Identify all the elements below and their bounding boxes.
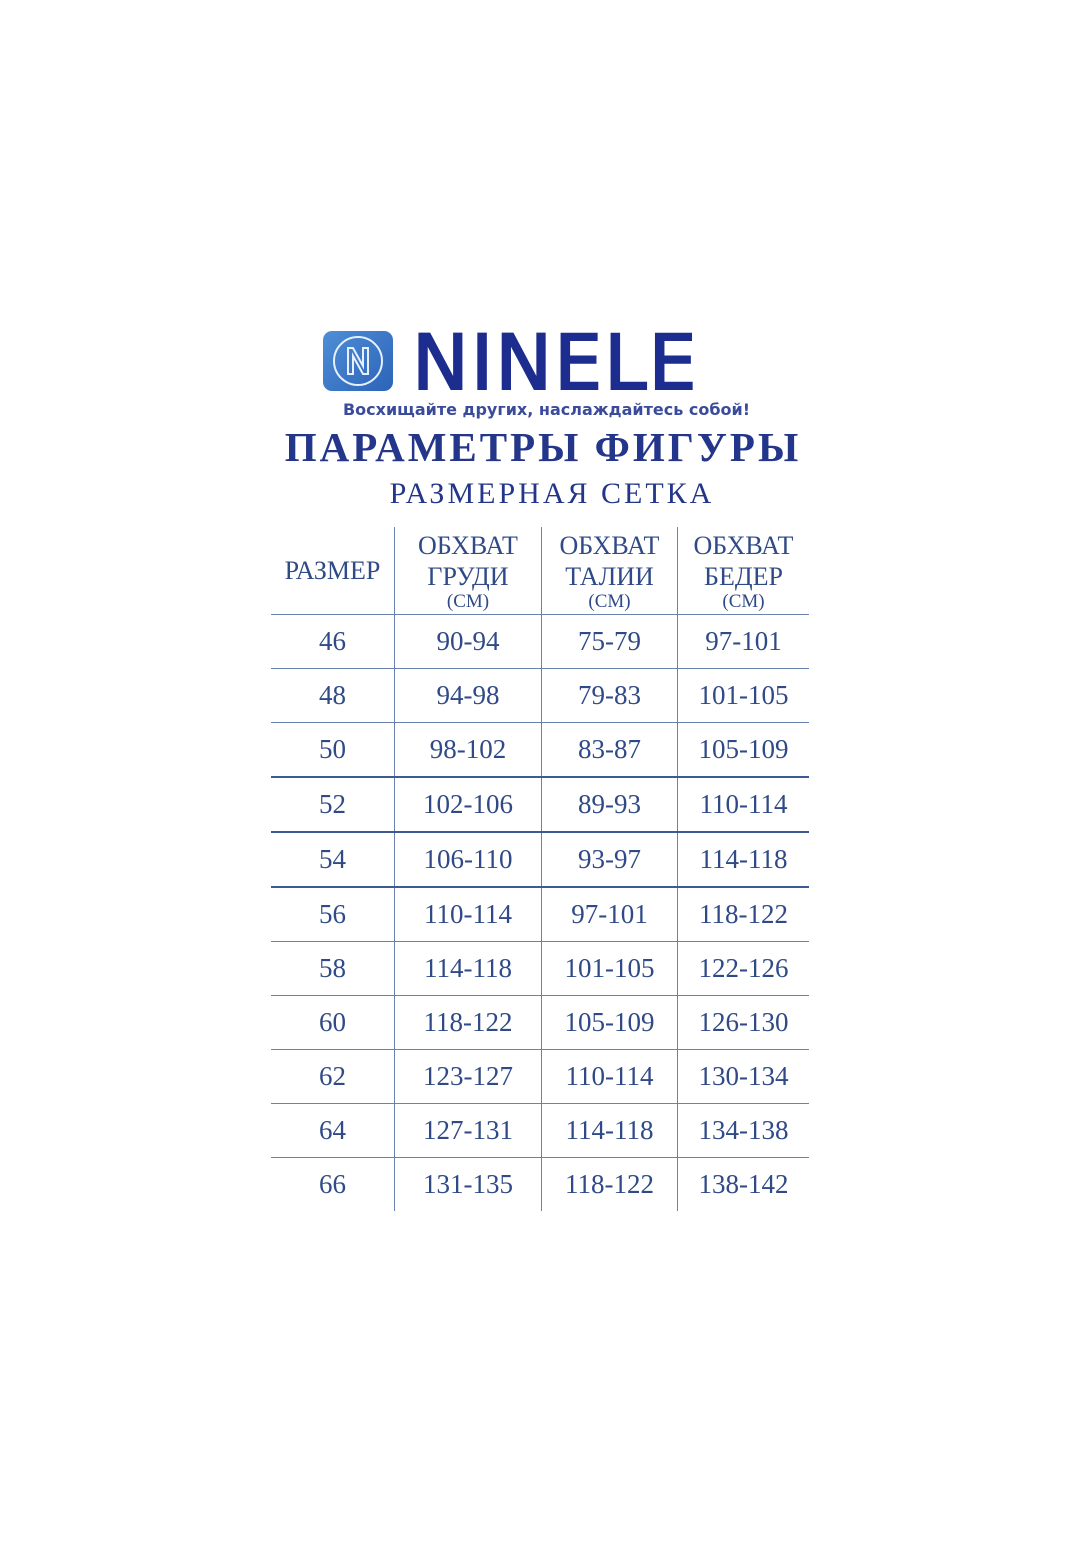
header-size: РАЗМЕР xyxy=(271,527,395,615)
cell-size: 52 xyxy=(271,777,395,833)
cell-size: 58 xyxy=(271,941,395,996)
n-circle-logo-icon xyxy=(323,331,393,391)
table-row: 58 114-118 101-105 122-126 xyxy=(271,941,809,996)
header-hips: ОБХВАТ БЕДЕР (СМ) xyxy=(677,527,809,615)
header-unit: (СМ) xyxy=(446,590,490,612)
cell-waist: 114-118 xyxy=(541,1103,678,1158)
cell-hips: 122-126 xyxy=(677,941,809,996)
cell-size: 66 xyxy=(319,1169,346,1199)
table-row: 46 90-94 75-79 97-101 xyxy=(271,614,809,669)
header-bust: ОБХВАТ ГРУДИ (СМ) xyxy=(394,527,542,615)
cell-bust: 114-118 xyxy=(394,941,542,996)
brand-tagline: Восхищайте других, наслаждайтесь собой! xyxy=(342,400,751,419)
cell-bust: 90-94 xyxy=(394,614,542,669)
cell-waist: 97-101 xyxy=(541,887,678,942)
page-subtitle: РАЗМЕРНАЯ СЕТКА xyxy=(389,477,715,510)
cell-size: 62 xyxy=(271,1049,395,1104)
cell-bust: 127-131 xyxy=(394,1103,542,1158)
cell-waist: 105-109 xyxy=(541,995,678,1050)
table-row: 56 110-114 97-101 118-122 xyxy=(271,887,809,942)
cell-bust: 110-114 xyxy=(394,887,542,942)
cell-hips: 134-138 xyxy=(677,1103,809,1158)
header-unit: (СМ) xyxy=(588,590,631,612)
cell-hips: 101-105 xyxy=(677,668,809,723)
table-row: 50 98-102 83-87 105-109 xyxy=(271,722,809,778)
table-row: 64 127-131 114-118 134-138 xyxy=(271,1103,809,1158)
cell-hips: 138-142 xyxy=(677,1157,809,1211)
cell-waist: 118-122 xyxy=(541,1157,678,1211)
cell-bust: 98-102 xyxy=(394,722,542,778)
cell-bust: 123-127 xyxy=(394,1049,542,1104)
header-label: ОБХВАТ xyxy=(418,530,518,560)
table-row: 54 106-110 93-97 114-118 xyxy=(271,832,809,888)
header-label: ОБХВАТ xyxy=(559,530,660,560)
header-label: ТАЛИИ xyxy=(565,561,654,591)
cell-size: 50 xyxy=(271,722,395,778)
cell-waist: 93-97 xyxy=(541,832,678,888)
cell-hips: 105-109 xyxy=(677,722,809,778)
table-row: 48 94-98 79-83 101-105 xyxy=(271,668,809,723)
cell-hips: 114-118 xyxy=(677,832,809,888)
cell-hips: 118-122 xyxy=(677,887,809,942)
cell-waist: 83-87 xyxy=(541,722,678,778)
table-row: 66 131-135 118-122 138-142 xyxy=(271,1157,809,1211)
cell-hips: 110-114 xyxy=(677,777,809,833)
size-chart-table: РАЗМЕР ОБХВАТ ГРУДИ (СМ) ОБХВАТ ТАЛИИ (СМ) О… xyxy=(271,527,809,1211)
cell-waist: 89-93 xyxy=(541,777,678,833)
cell-hips: 126-130 xyxy=(677,995,809,1050)
cell-waist: 101-105 xyxy=(541,941,678,996)
cell-bust: 131-135 xyxy=(394,1157,542,1211)
table-header-row: РАЗМЕР ОБХВАТ ГРУДИ (СМ) ОБХВАТ ТАЛИИ (СМ) О… xyxy=(271,527,809,615)
cell-waist: 110-114 xyxy=(541,1049,678,1104)
cell-waist: 79-83 xyxy=(541,668,678,723)
cell-size: 60 xyxy=(271,995,395,1050)
header-label: БЕДЕР xyxy=(704,561,783,591)
cell-bust: 102-106 xyxy=(394,777,542,833)
header-label: ОБХВАТ xyxy=(693,530,794,560)
page-title: ПАРАМЕТРЫ ФИГУРЫ xyxy=(284,424,802,470)
header-unit: (СМ) xyxy=(722,590,765,612)
cell-size: 46 xyxy=(271,614,395,669)
cell-hips: 130-134 xyxy=(677,1049,809,1104)
cell-bust: 118-122 xyxy=(394,995,542,1050)
header-label: РАЗМЕР xyxy=(284,556,381,585)
cell-size: 54 xyxy=(271,832,395,888)
brand-logo-text: NINELE xyxy=(411,318,699,407)
table-row: 62 123-127 110-114 130-134 xyxy=(271,1049,809,1104)
cell-size: 48 xyxy=(271,668,395,723)
cell-bust: 94-98 xyxy=(394,668,542,723)
header-waist: ОБХВАТ ТАЛИИ (СМ) xyxy=(541,527,678,615)
header-label: ГРУДИ xyxy=(427,561,509,591)
cell-size: 64 xyxy=(271,1103,395,1158)
table-row: 60 118-122 105-109 126-130 xyxy=(271,995,809,1050)
cell-bust: 106-110 xyxy=(394,832,542,888)
cell-hips: 97-101 xyxy=(677,614,809,669)
cell-size: 56 xyxy=(271,887,395,942)
cell-waist: 75-79 xyxy=(541,614,678,669)
table-row: 52 102-106 89-93 110-114 xyxy=(271,777,809,833)
